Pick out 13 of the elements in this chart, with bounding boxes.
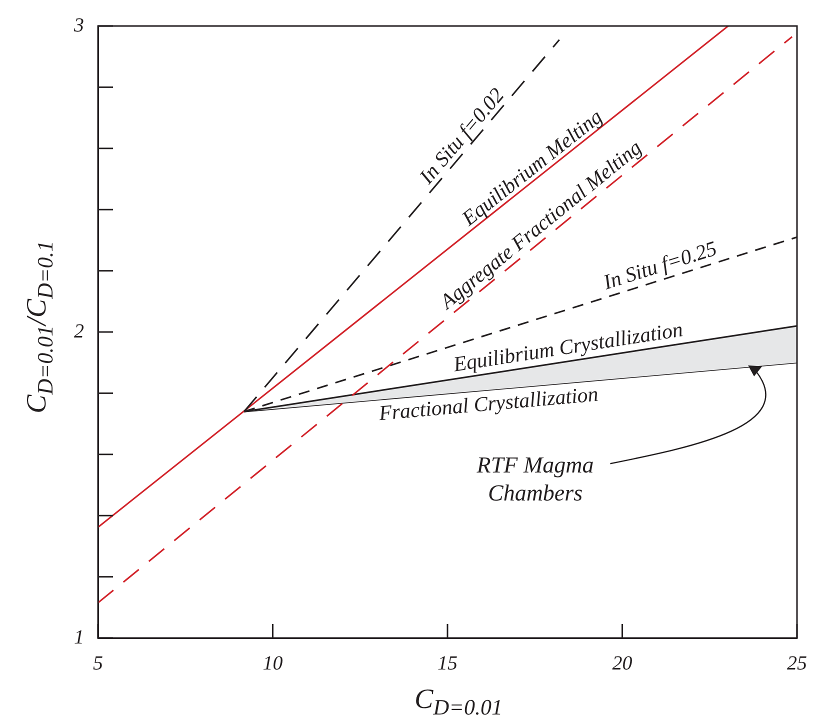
- text: Fractional Crystallization: [376, 382, 600, 426]
- x-tick-label: 25: [787, 652, 807, 674]
- y-tick-label: 2: [74, 320, 84, 342]
- text: Equilibrium Crystallization: [450, 317, 684, 376]
- x-tick-label: 15: [438, 652, 458, 674]
- x-tick-label: 10: [262, 652, 283, 674]
- annotation: RTF Magma Chambers: [476, 452, 594, 506]
- x-tick-label: 20: [612, 652, 632, 674]
- text: In Situ f=0.25: [599, 236, 720, 295]
- y-tick-label: 1: [74, 626, 84, 648]
- x-axis-title: C$_{D=0.01}$: [414, 684, 504, 721]
- y-tick-label: 3: [73, 14, 84, 36]
- x-tick-label: 5: [93, 652, 103, 674]
